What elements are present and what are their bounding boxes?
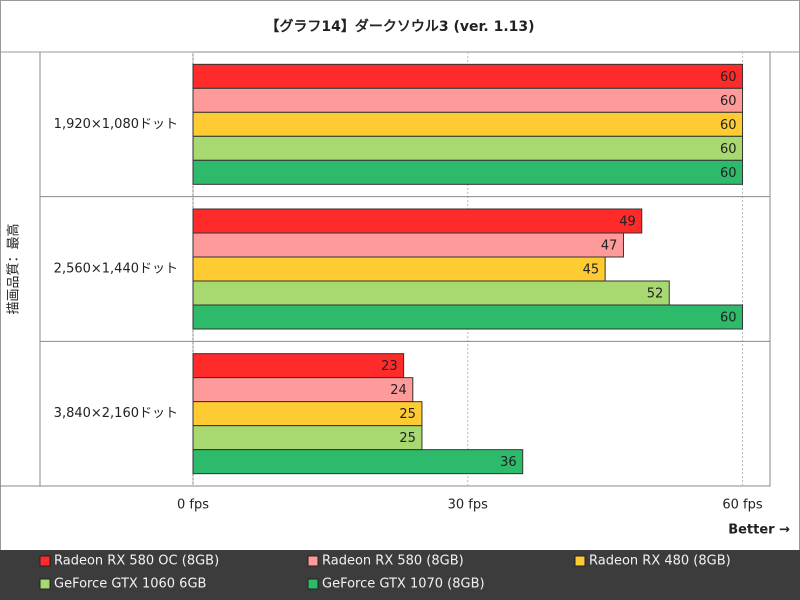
value-label: 36 [500,455,517,470]
bar [192,304,744,330]
legend-swatch [307,555,319,567]
bar [192,159,744,185]
y-tick-label: 1,920×1,080ドット [54,117,178,132]
y-axis-label: 描画品質：最高 [6,223,22,314]
value-label: 60 [720,94,737,109]
value-label: 60 [720,70,737,85]
value-label: 52 [647,287,664,302]
bar [192,63,744,89]
legend-background [0,550,800,600]
value-label: 60 [720,118,737,133]
value-label: 45 [583,263,600,278]
bar [192,425,423,451]
value-label: 23 [381,359,398,374]
bar [192,111,744,137]
legend-swatch [39,555,51,567]
x-tick-label: 0 fps [177,498,209,513]
y-tick-label: 3,840×2,160ドット [54,406,178,421]
legend-text: Radeon RX 580 OC (8GB) [54,554,219,569]
legend-swatch [574,555,586,567]
bar [192,377,414,403]
value-label: 24 [390,383,407,398]
bar [192,208,643,234]
value-label: 60 [720,166,737,181]
legend-text: GeForce GTX 1060 6GB [54,577,206,592]
legend-swatch [39,578,51,590]
y-tick-label: 2,560×1,440ドット [54,262,178,277]
value-label: 60 [720,142,737,157]
legend-text: Radeon RX 480 (8GB) [589,554,731,569]
bar [192,280,670,306]
bar [192,353,405,379]
chart-title: 【グラフ14】ダークソウル3 (ver. 1.13) [265,18,534,35]
value-label: 49 [619,215,636,230]
legend-swatch [307,578,319,590]
bar [192,449,524,475]
bar [192,87,744,113]
x-tick-label: 30 fps [448,498,489,513]
value-label: 47 [601,239,618,254]
annotation: Better → [728,523,790,538]
bar [192,232,624,258]
value-label: 25 [399,431,416,446]
bar [192,401,423,427]
bar [192,256,606,282]
legend-text: Radeon RX 580 (8GB) [322,554,464,569]
x-tick-label: 60 fps [722,498,763,513]
legend-text: GeForce GTX 1070 (8GB) [322,577,485,592]
bar [192,135,744,161]
value-label: 60 [720,311,737,326]
value-label: 25 [399,407,416,422]
